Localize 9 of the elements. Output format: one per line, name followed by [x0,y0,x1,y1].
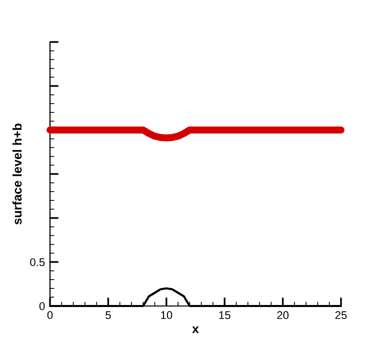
x-tick-label: 10 [161,311,172,320]
x-tick-label: 5 [106,311,111,320]
x-tick-label: 15 [219,311,230,320]
x-tick-label: 25 [335,311,347,320]
y-tick-label: 0.5 [30,258,45,266]
y-axis-title: surface level h+b [12,124,22,224]
x-axis-title: x [192,326,199,334]
x-tick-label: 0 [47,311,53,320]
x-tick-label: 20 [277,311,289,320]
